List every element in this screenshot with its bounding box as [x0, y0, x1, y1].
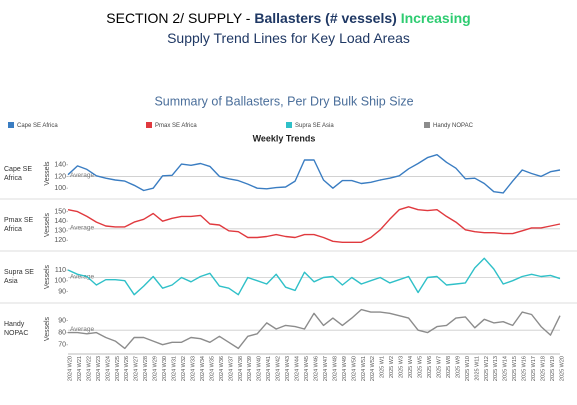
x-tick-label: 2025 W2 — [389, 356, 395, 378]
x-tick-label: 2025 W18 — [541, 356, 547, 381]
x-tick-label: 2024 W27 — [134, 356, 140, 381]
x-tick-label: 2025 W16 — [522, 356, 528, 381]
header-status: Increasing — [400, 10, 471, 26]
x-tick-label: 2024 W52 — [370, 356, 376, 381]
x-tick-label: 2025 W3 — [399, 356, 405, 378]
x-tick-label: 2024 W24 — [105, 356, 111, 381]
x-tick-label: 2024 W38 — [238, 356, 244, 381]
y-tick-label: 90 — [58, 317, 66, 324]
x-tick-label: 2025 W17 — [531, 356, 537, 381]
x-tick-label: 2024 W44 — [295, 356, 301, 381]
x-tick-label: 2024 W23 — [96, 356, 102, 381]
x-tick-label: 2025 W14 — [503, 356, 509, 381]
x-tick-label: 2024 W22 — [86, 356, 92, 381]
legend-swatch — [424, 122, 430, 128]
average-label: Average — [70, 225, 94, 232]
x-tick-label: 2025 W9 — [455, 356, 461, 378]
x-tick-label: 2024 W30 — [162, 356, 168, 381]
y-tick-label: 80 — [58, 329, 66, 336]
average-label: Average — [70, 326, 94, 333]
x-tick-label: 2024 W45 — [304, 356, 310, 381]
header-highlight: Ballasters (# vessels) — [254, 10, 397, 26]
y-tick-label: 120 — [54, 237, 66, 244]
x-tick-label: 2025 W10 — [465, 356, 471, 381]
x-tick-label: 2024 W46 — [313, 356, 319, 381]
x-tick-label: 2024 W48 — [332, 356, 338, 381]
x-tick-label: 2024 W28 — [143, 356, 149, 381]
y-tick-label: 140 — [54, 162, 66, 169]
panel-label: Cape SE Africa — [4, 165, 33, 182]
y-tick-label: 70 — [58, 342, 66, 349]
x-tick-label: 2024 W26 — [124, 356, 130, 381]
x-tick-label: 2025 W12 — [484, 356, 490, 381]
x-tick-label: 2024 W34 — [200, 356, 206, 381]
x-tick-label: 2024 W50 — [351, 356, 357, 381]
x-tick-label: 2024 W29 — [153, 356, 159, 381]
x-tick-label: 2025 W6 — [427, 356, 433, 378]
y-tick-label: 150 — [54, 208, 66, 215]
y-axis-label: Vessels — [44, 161, 51, 186]
y-axis-label: Vessels — [44, 264, 51, 289]
y-axis-label: Vessels — [44, 316, 51, 341]
x-tick-label: 2024 W43 — [285, 356, 291, 381]
x-tick-label: 2025 W13 — [493, 356, 499, 381]
chart-title: Summary of Ballasters, Per Dry Bulk Ship… — [154, 94, 413, 108]
legend-label: Pmax SE Africa — [155, 123, 197, 129]
x-tick-label: 2025 W15 — [512, 356, 518, 381]
x-tick-label: 2025 W4 — [408, 356, 414, 378]
y-tick-label: 100 — [54, 278, 66, 285]
average-label: Average — [70, 273, 94, 280]
x-tick-label: 2024 W37 — [228, 356, 234, 381]
x-tick-label: 2024 W49 — [342, 356, 348, 381]
series-line — [67, 257, 561, 296]
section-header: SECTION 2/ SUPPLY - Ballasters (# vessel… — [0, 10, 577, 26]
x-tick-label: 2024 W51 — [361, 356, 367, 381]
header-subtitle: Supply Trend Lines for Key Load Areas — [167, 30, 410, 46]
x-tick-label: 2024 W41 — [266, 356, 272, 381]
x-tick-label: 2025 W8 — [446, 356, 452, 378]
legend-swatch — [8, 122, 14, 128]
y-tick-label: 120 — [54, 173, 66, 180]
x-tick-label: 2025 W11 — [474, 356, 480, 381]
x-tick-label: 2024 W31 — [172, 356, 178, 381]
legend-label: Handy NOPAC — [433, 123, 474, 129]
x-tick-label: 2024 W47 — [323, 356, 329, 381]
legend-swatch — [286, 122, 292, 128]
x-tick-label: 2024 W20 — [67, 356, 73, 381]
chart-subtitle: Weekly Trends — [253, 133, 316, 143]
legend-label: Supra SE Asia — [295, 123, 334, 129]
x-tick-label: 2024 W39 — [247, 356, 253, 381]
legend-swatch — [146, 122, 152, 128]
series-line — [68, 308, 561, 350]
y-tick-label: 110 — [55, 267, 66, 274]
panel-label: Supra SE Asia — [4, 269, 34, 285]
x-tick-label: 2025 W1 — [380, 356, 386, 378]
y-tick-label: 100 — [54, 185, 66, 192]
x-tick-label: 2024 W25 — [115, 356, 121, 381]
legend-label: Cape SE Africa — [17, 123, 58, 129]
series-line — [67, 206, 561, 243]
x-tick-label: 2024 W40 — [257, 356, 263, 381]
x-tick-label: 2024 W32 — [181, 356, 187, 381]
x-tick-label: 2025 W20 — [559, 356, 565, 381]
series-line — [67, 154, 561, 194]
average-label: Average — [70, 172, 94, 179]
x-tick-label: 2024 W42 — [276, 356, 282, 381]
x-tick-label: 2024 W36 — [219, 356, 225, 381]
panel-label: Handy NOPAC — [4, 321, 29, 337]
panel-label: Pmax SE Africa — [4, 217, 34, 233]
x-tick-label: 2024 W21 — [77, 356, 83, 381]
y-axis-label: Vessels — [44, 212, 51, 237]
x-tick-label: 2024 W35 — [209, 356, 215, 381]
y-tick-label: 130 — [54, 228, 66, 235]
header-prefix: SECTION 2/ SUPPLY - — [106, 10, 255, 26]
y-tick-label: 140 — [54, 218, 66, 225]
x-tick-label: 2025 W19 — [550, 356, 556, 381]
x-tick-label: 2024 W33 — [190, 356, 196, 381]
x-tick-label: 2025 W5 — [418, 356, 424, 378]
x-tick-label: 2025 W7 — [436, 356, 442, 378]
y-tick-label: 90 — [58, 288, 66, 295]
